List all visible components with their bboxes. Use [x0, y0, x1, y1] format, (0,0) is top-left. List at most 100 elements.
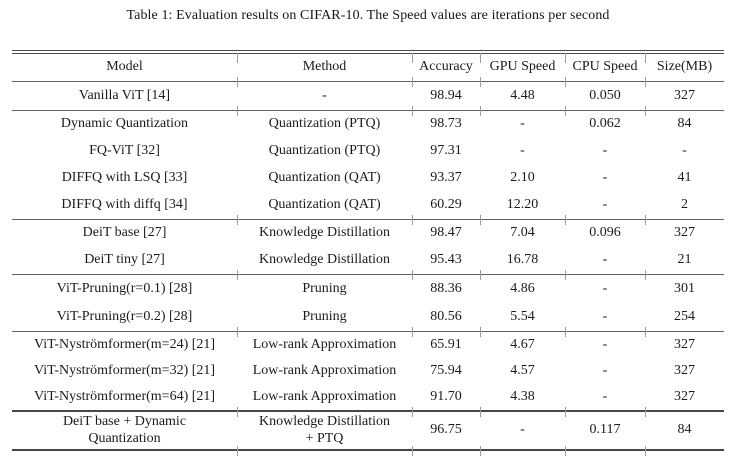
column-boundary-tick — [237, 270, 238, 280]
table-cell: - — [602, 308, 608, 324]
column-boundary-tick — [645, 215, 646, 225]
table-cell: 4.57 — [510, 362, 535, 378]
column-boundary-tick — [645, 270, 646, 280]
table-cell: 98.73 — [430, 116, 462, 132]
table-cell: 327 — [674, 87, 695, 103]
header-row: Model Method Accuracy GPU Speed CPU Speed Siz… — [12, 54, 724, 81]
table-cell: Vanilla ViT [14] — [78, 87, 171, 103]
table-cell: 75.94 — [430, 362, 462, 378]
table-rule — [12, 407, 724, 417]
column-boundary-tick — [412, 270, 413, 280]
table-row: DeiT base [27] Knowledge Distillation 98.4… — [12, 220, 724, 247]
table-cell: 88.36 — [430, 280, 462, 296]
table-cell: ViT-Nyströmformer(m=64) [21] — [33, 388, 216, 404]
column-boundary-tick — [645, 407, 646, 417]
table-rule — [12, 327, 724, 337]
column-boundary-tick — [412, 215, 413, 225]
table-cell: 0.050 — [589, 87, 621, 103]
table-cell: Quantization (QAT) — [268, 197, 381, 213]
table-cell: DeiT base + Dynamic Quantization — [62, 413, 187, 446]
table-row: FQ-ViT [32] Quantization (PTQ) 97.31 - - - — [12, 138, 724, 165]
column-boundary-tick — [480, 327, 481, 337]
table-cell: - — [602, 143, 608, 159]
table-rule — [12, 77, 724, 87]
column-boundary-tick — [565, 215, 566, 225]
column-boundary-tick — [237, 77, 238, 87]
table-row: ViT-Nyströmformer(m=24) [21] Low-rank App… — [12, 332, 724, 358]
column-boundary-tick — [412, 446, 413, 456]
table-cell: ViT-Pruning(r=0.2) [28] — [56, 308, 193, 324]
table-cell: - — [602, 388, 608, 404]
table-cell: 5.54 — [510, 308, 535, 324]
table-cell: - — [602, 362, 608, 378]
table-cell: 7.04 — [510, 225, 535, 241]
column-header: Method — [302, 59, 347, 75]
column-boundary-tick — [412, 407, 413, 417]
column-boundary-tick — [565, 77, 566, 87]
column-boundary-tick — [480, 407, 481, 417]
table-cell: 98.47 — [430, 225, 462, 241]
column-boundary-tick — [237, 106, 238, 116]
table-row: DIFFQ with diffq [34] Quantization (QAT) 6… — [12, 192, 724, 219]
column-boundary-tick — [237, 446, 238, 456]
column-boundary-tick — [237, 327, 238, 337]
table-cell: DeiT tiny [27] — [84, 252, 165, 268]
column-boundary-tick — [237, 53, 238, 63]
column-boundary-tick — [645, 53, 646, 63]
table-cell: Knowledge Distillation — [258, 252, 391, 268]
table-cell: 2.10 — [510, 170, 535, 186]
table-cell: Low-rank Approximation — [252, 336, 397, 352]
table-cell: DIFFQ with LSQ [33] — [61, 170, 188, 186]
table-row: DeiT base + Dynamic Quantization Knowledg… — [12, 412, 724, 449]
table-cell: - — [602, 197, 608, 213]
table-row: ViT-Nyströmformer(m=32) [21] Low-rank App… — [12, 358, 724, 384]
table-cell: DIFFQ with diffq [34] — [61, 197, 188, 213]
table-row: ViT-Pruning(r=0.2) [28] Pruning 80.56 5.54 -… — [12, 303, 724, 331]
table-cell: ViT-Nyströmformer(m=24) [21] — [33, 336, 216, 352]
column-header: CPU Speed — [572, 59, 638, 75]
column-header: Size(MB) — [656, 59, 713, 75]
table-cell: Knowledge Distillation + PTQ — [258, 413, 391, 446]
table-cell: 21 — [677, 252, 692, 268]
column-boundary-tick — [412, 327, 413, 337]
column-boundary-tick — [412, 77, 413, 87]
table-cell: Quantization (PTQ) — [268, 143, 381, 159]
column-boundary-tick — [645, 106, 646, 116]
table-cell: 84 — [677, 422, 692, 438]
column-header: GPU Speed — [489, 59, 556, 75]
table-cell: DeiT base [27] — [82, 225, 167, 241]
table-cell: - — [520, 143, 525, 159]
table-cell: 0.117 — [589, 422, 621, 438]
table-cell: - — [322, 87, 327, 103]
column-boundary-tick — [480, 270, 481, 280]
table-cell: 0.096 — [589, 225, 621, 241]
table-rule — [12, 270, 724, 280]
table-cell: 254 — [674, 308, 695, 324]
table-cell: ViT-Pruning(r=0.1) [28] — [56, 280, 193, 296]
table-cell: 60.29 — [430, 197, 462, 213]
table-cell: Low-rank Approximation — [252, 362, 397, 378]
results-table: Model Method Accuracy GPU Speed CPU Speed Siz… — [12, 50, 724, 456]
table-cell: Dynamic Quantization — [60, 116, 189, 132]
column-boundary-tick — [565, 327, 566, 337]
table-cell: 327 — [674, 225, 695, 241]
table-cell: 4.48 — [510, 87, 535, 103]
table-cell: 65.91 — [430, 336, 462, 352]
table-cell: 93.37 — [430, 170, 462, 186]
column-boundary-tick — [480, 53, 481, 63]
column-boundary-tick — [480, 77, 481, 87]
table-cell: ViT-Nyströmformer(m=32) [21] — [33, 362, 216, 378]
column-boundary-tick — [412, 53, 413, 63]
column-boundary-tick — [645, 327, 646, 337]
column-boundary-tick — [565, 106, 566, 116]
table-cell: 16.78 — [506, 252, 539, 268]
table-row: Vanilla ViT [14] - 98.94 4.48 0.050 327 — [12, 82, 724, 110]
table-row: DeiT tiny [27] Knowledge Distillation 95.4… — [12, 247, 724, 274]
table-cell: 12.20 — [506, 197, 539, 213]
table-cell: 4.86 — [510, 280, 535, 296]
table-cell: - — [520, 422, 525, 438]
column-boundary-tick — [565, 270, 566, 280]
table-cell: 96.75 — [430, 422, 462, 438]
column-boundary-tick — [645, 77, 646, 87]
table-row: ViT-Pruning(r=0.1) [28] Pruning 88.36 4.86 -… — [12, 275, 724, 303]
